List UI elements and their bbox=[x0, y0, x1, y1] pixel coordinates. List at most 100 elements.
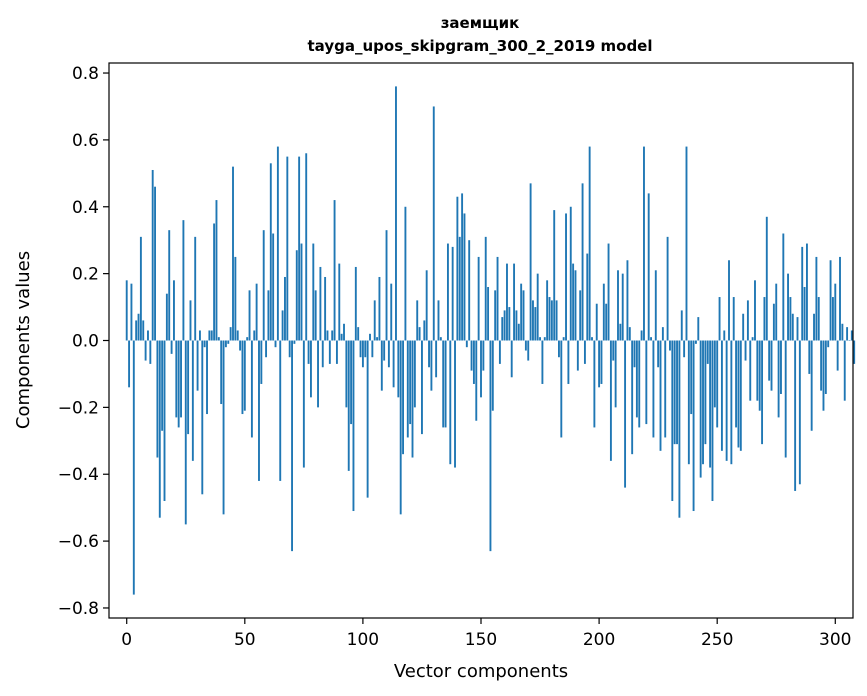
bar-74 bbox=[300, 243, 303, 341]
bar-237 bbox=[685, 146, 688, 341]
bar-179 bbox=[548, 297, 551, 341]
bar-66 bbox=[281, 310, 284, 341]
bar-278 bbox=[782, 233, 785, 341]
bar-60 bbox=[267, 290, 270, 341]
bar-183 bbox=[558, 340, 560, 358]
bar-206 bbox=[612, 340, 615, 361]
bar-56 bbox=[258, 340, 260, 481]
bar-197 bbox=[591, 337, 593, 341]
bar-226 bbox=[659, 340, 662, 451]
bar-117 bbox=[402, 340, 404, 455]
bar-159 bbox=[501, 317, 504, 341]
x-tick-label: 150 bbox=[465, 630, 497, 650]
bar-91 bbox=[340, 333, 343, 341]
bar-129 bbox=[430, 340, 433, 391]
bar-38 bbox=[215, 200, 218, 341]
bar-263 bbox=[746, 300, 749, 341]
bar-167 bbox=[520, 283, 523, 341]
bar-225 bbox=[657, 340, 660, 368]
bar-247 bbox=[709, 340, 712, 468]
bar-85 bbox=[326, 330, 329, 341]
bar-137 bbox=[449, 340, 452, 465]
bar-123 bbox=[416, 300, 419, 341]
bar-151 bbox=[482, 340, 485, 371]
bar-11 bbox=[151, 169, 154, 341]
x-tick-label: 200 bbox=[583, 630, 615, 650]
y-tick-label: 0.6 bbox=[72, 131, 99, 151]
bar-295 bbox=[822, 340, 825, 411]
bar-173 bbox=[534, 307, 537, 341]
bar-142 bbox=[461, 193, 464, 341]
bar-48 bbox=[239, 340, 242, 351]
bar-134 bbox=[442, 340, 445, 428]
bar-245 bbox=[704, 340, 707, 445]
chart-title: заемщик bbox=[441, 14, 520, 32]
bar-249 bbox=[713, 340, 716, 408]
bar-103 bbox=[369, 333, 371, 341]
bar-235 bbox=[680, 310, 683, 341]
bar-200 bbox=[598, 340, 601, 388]
bar-198 bbox=[593, 340, 596, 428]
bar-224 bbox=[654, 270, 657, 341]
bar-25 bbox=[184, 340, 187, 525]
bar-297 bbox=[827, 340, 830, 348]
bar-266 bbox=[754, 280, 756, 341]
bar-293 bbox=[817, 297, 820, 341]
bar-217 bbox=[638, 340, 641, 428]
bar-174 bbox=[536, 273, 539, 341]
bar-220 bbox=[645, 340, 648, 425]
bar-5 bbox=[137, 313, 140, 341]
plot-frame bbox=[108, 62, 854, 619]
bar-299 bbox=[831, 297, 834, 341]
bar-164 bbox=[513, 263, 516, 341]
bar-301 bbox=[836, 340, 839, 371]
bar-77 bbox=[307, 340, 310, 364]
bar-27 bbox=[189, 300, 192, 341]
bar-102 bbox=[366, 340, 369, 498]
bar-79 bbox=[312, 243, 315, 341]
x-axis-ticks: 0 50 100 150 200 250 300 bbox=[121, 618, 852, 650]
bar-243 bbox=[699, 340, 702, 478]
bar-101 bbox=[364, 340, 367, 358]
bar-14 bbox=[158, 340, 161, 518]
bar-182 bbox=[555, 300, 558, 341]
bar-76 bbox=[305, 153, 308, 341]
bar-170 bbox=[527, 340, 530, 361]
bar-287 bbox=[803, 287, 806, 341]
bar-57 bbox=[260, 340, 263, 384]
bar-20 bbox=[173, 280, 175, 341]
y-tick-label: 0.0 bbox=[72, 332, 99, 352]
bar-110 bbox=[385, 230, 388, 341]
bar-300 bbox=[834, 283, 837, 341]
bar-285 bbox=[798, 340, 801, 485]
bar-63 bbox=[274, 340, 277, 348]
bar-212 bbox=[626, 260, 629, 341]
bar-175 bbox=[539, 337, 541, 341]
bar-207 bbox=[614, 340, 617, 408]
bar-92 bbox=[343, 323, 345, 341]
bar-64 bbox=[276, 146, 279, 341]
bar-54 bbox=[253, 330, 256, 341]
bar-86 bbox=[328, 340, 331, 364]
bar-214 bbox=[631, 340, 634, 455]
bar-3 bbox=[132, 340, 135, 595]
bar-72 bbox=[295, 250, 298, 341]
bar-176 bbox=[541, 340, 544, 384]
bar-89 bbox=[335, 340, 338, 364]
bar-148 bbox=[475, 340, 478, 421]
bar-231 bbox=[671, 340, 674, 501]
bar-306 bbox=[848, 340, 851, 341]
bar-43 bbox=[227, 340, 230, 344]
bar-274 bbox=[772, 303, 775, 341]
bar-281 bbox=[789, 297, 792, 341]
bar-242 bbox=[697, 317, 700, 341]
bar-55 bbox=[255, 283, 258, 341]
bar-199 bbox=[595, 303, 598, 341]
bar-61 bbox=[269, 163, 272, 341]
bar-270 bbox=[763, 297, 766, 341]
x-tick-label: 300 bbox=[819, 630, 851, 650]
bar-253 bbox=[723, 330, 726, 341]
bar-264 bbox=[749, 340, 752, 401]
bar-2 bbox=[130, 283, 133, 341]
bar-238 bbox=[687, 340, 690, 465]
